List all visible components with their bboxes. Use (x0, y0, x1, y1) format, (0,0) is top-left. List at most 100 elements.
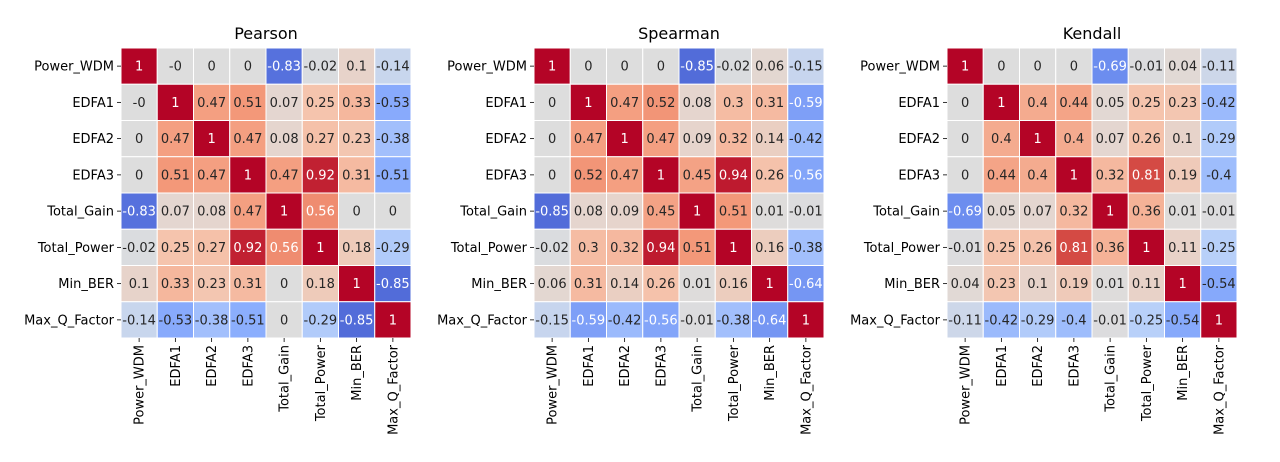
x-tick-label: EDFA1 (169, 345, 184, 387)
heatmap-cell-label: 0 (389, 205, 397, 220)
heatmap-cell-label: 0.01 (755, 205, 784, 220)
heatmap-cell-label: -0.69 (1093, 60, 1127, 75)
heatmap-cell (606, 83, 644, 121)
x-tick-label: Power_WDM (546, 345, 561, 425)
heatmap-cell (374, 83, 412, 121)
heatmap-cell (301, 47, 339, 85)
heatmap-cell-label: -0.85 (680, 60, 714, 75)
heatmap-cell (642, 228, 680, 266)
heatmap-cell-label: 0.27 (197, 241, 226, 256)
heatmap-cell-label: 0.92 (306, 168, 335, 183)
heatmap-cell-label: 0.3 (578, 241, 599, 256)
heatmap-cell-label: 0.18 (342, 241, 371, 256)
heatmap-cell-label: 0.18 (306, 277, 335, 292)
heatmap-cell-label: 0.3 (723, 96, 744, 111)
heatmap-cell-label: 1 (1106, 205, 1114, 220)
heatmap-cell-label: -0.85 (340, 313, 374, 328)
heatmap-cell (946, 301, 984, 339)
heatmap-cell-label: -0.01 (1202, 205, 1236, 220)
heatmap-cell-label: -0.02 (304, 60, 338, 75)
heatmap-cell-label: -0.42 (985, 313, 1019, 328)
heatmap-cell (265, 192, 303, 230)
heatmap-cell-label: 1 (135, 60, 143, 75)
heatmap-cell (156, 228, 194, 266)
x-tick-label: Min_BER (763, 345, 778, 401)
heatmap-cell-label: 0.47 (574, 132, 603, 147)
heatmap-cell (374, 228, 412, 266)
heatmap-cell (1019, 156, 1057, 194)
y-tick-label: Max_Q_Factor (24, 313, 115, 328)
heatmap-cell (1019, 301, 1057, 339)
heatmap-cell-label: 0.4 (1064, 132, 1085, 147)
heatmap-cell-label: 0.07 (270, 96, 299, 111)
heatmap-cell (569, 192, 607, 230)
heatmap-cell-label: 0 (620, 60, 628, 75)
heatmap-cell-label: 0.11 (1168, 241, 1197, 256)
heatmap-cell-label: 0.32 (610, 241, 639, 256)
heatmap-cell-label: 0 (997, 60, 1005, 75)
heatmap-cell-label: 0.23 (197, 277, 226, 292)
heatmap-cell (642, 83, 680, 121)
y-tick-label: EDFA3 (72, 168, 114, 183)
heatmap-cell (751, 156, 789, 194)
heatmap-cell-label: 0 (244, 60, 252, 75)
heatmap-cell-label: 0.1 (346, 60, 367, 75)
heatmap-cell-label: -0.42 (789, 132, 823, 147)
heatmap-cell (714, 265, 752, 303)
y-tick-label: Min_BER (58, 277, 114, 292)
heatmap-cell-label: -0.53 (159, 313, 193, 328)
heatmap-cell-label: 0.23 (342, 132, 371, 147)
x-tick-label: EDFA3 (1067, 345, 1082, 387)
x-tick-label: EDFA2 (618, 345, 633, 387)
heatmap-cell (265, 301, 303, 339)
heatmap-cell-label: 0.4 (1027, 96, 1048, 111)
y-tick-label: EDFA1 (485, 96, 527, 111)
heatmap-cell (229, 120, 267, 158)
x-tick-label: Min_BER (350, 345, 365, 401)
heatmap-cell-label: 1 (1215, 313, 1223, 328)
heatmap-cell-label: 0.1 (1172, 132, 1193, 147)
heatmap-cell-label: 0 (280, 277, 288, 292)
heatmap-cell-label: 1 (316, 241, 324, 256)
heatmap-cell-label: 0 (207, 60, 215, 75)
heatmap-cell-label: -0.29 (304, 313, 338, 328)
heatmap-cell (678, 83, 716, 121)
heatmap-cell-label: 0.31 (342, 168, 371, 183)
heatmap-cell-label: -0.59 (572, 313, 606, 328)
heatmap-cell (1019, 265, 1057, 303)
heatmap-cell (569, 301, 607, 339)
heatmap-cell-label: 0 (280, 313, 288, 328)
x-tick-label: Total_Power (314, 344, 329, 422)
y-tick-label: Min_BER (471, 277, 527, 292)
heatmap-cell-label: 0.33 (161, 277, 190, 292)
heatmap-cell (374, 301, 412, 339)
heatmap-cell-label: -0.42 (1202, 96, 1236, 111)
heatmap-cell-label: 0 (657, 60, 665, 75)
heatmap-cell (569, 120, 607, 158)
heatmap-cell (156, 83, 194, 121)
heatmap-cell-label: 0 (548, 132, 556, 147)
heatmap-cell-label: 0.25 (987, 241, 1016, 256)
y-tick-label: Max_Q_Factor (437, 313, 528, 328)
heatmap-cell (156, 265, 194, 303)
heatmap-cell (1164, 156, 1202, 194)
heatmap-cell-label: 0.09 (610, 205, 639, 220)
heatmap-title: Spearman (638, 24, 720, 43)
x-tick-label: Total_Gain (691, 345, 706, 413)
y-tick-label: EDFA2 (485, 132, 527, 147)
heatmap-cell (787, 301, 825, 339)
heatmap-cell (1200, 265, 1238, 303)
heatmap-cell-label: 1 (548, 60, 556, 75)
heatmap-cell (642, 192, 680, 230)
heatmap-cell-label: -0.01 (789, 205, 823, 220)
heatmap-cell-label: 0.05 (1096, 96, 1125, 111)
heatmap-cell-label: -0.02 (122, 241, 156, 256)
heatmap-cell (1164, 120, 1202, 158)
heatmap-cell-label: 0.47 (197, 96, 226, 111)
heatmap-cell (751, 228, 789, 266)
heatmap-cell-label: 0.51 (161, 168, 190, 183)
heatmap-cell (1019, 120, 1057, 158)
y-tick-label: EDFA3 (898, 168, 940, 183)
